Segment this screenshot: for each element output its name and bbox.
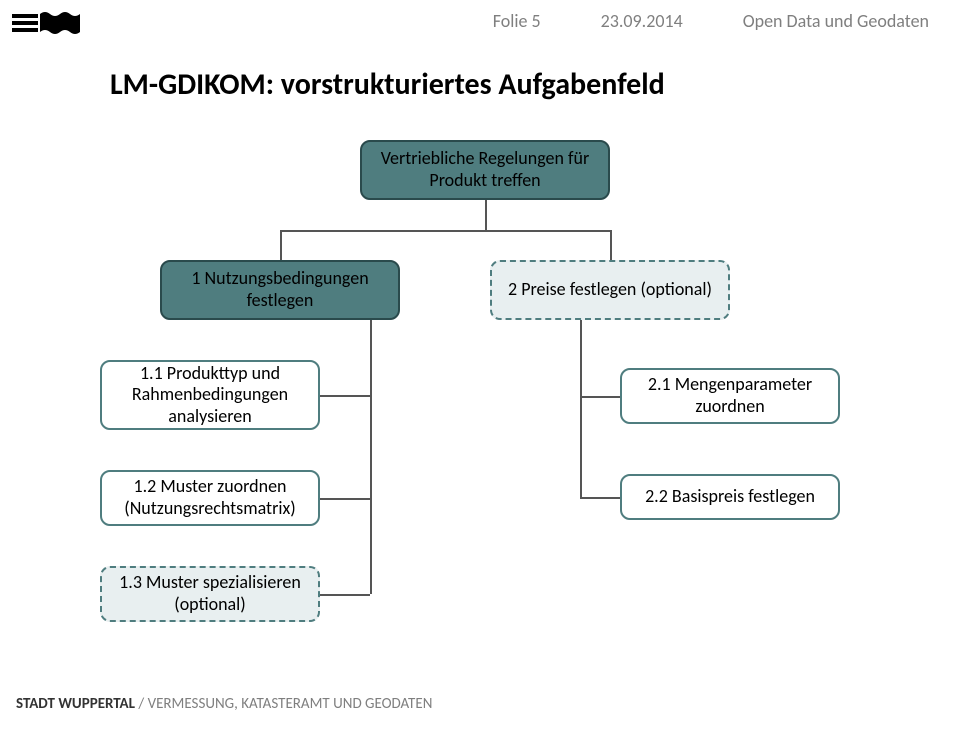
connector-line [320,498,370,500]
diagram-node: 2.2 Basispreis festlegen [620,474,840,520]
connector-line [485,200,487,230]
diagram-node: 1.1 Produkttyp und Rahmenbedingungen ana… [100,360,320,430]
connector-line [370,320,372,594]
connector-line [280,230,282,260]
footer: STADT WUPPERTAL / VERMESSUNG, KATASTERAM… [16,695,432,713]
slide-date: 23.09.2014 [601,10,683,32]
connector-line [580,396,620,398]
diagram-node: 2 Preise festlegen (optional) [490,260,730,320]
connector-line [580,497,620,499]
wuppertal-logo [12,8,82,43]
diagram-node: 1.2 Muster zuordnen (Nutzungsrechtsmatri… [100,470,320,526]
diagram-node: 1 Nutzungsbedingungen festlegen [160,260,400,320]
slide-topic: Open Data und Geodaten [743,10,929,32]
connector-line [320,594,370,596]
connector-line [580,320,582,497]
connector-line [610,230,612,260]
diagram-node: Vertriebliche Regelungen für Produkt tre… [360,140,610,200]
diagram-node: 1.3 Muster spezialisieren (optional) [100,566,320,622]
footer-dept: / VERMESSUNG, KATASTERAMT UND GEODATEN [135,695,432,713]
diagram-node: 2.1 Mengenparameter zuordnen [620,368,840,424]
connector-line [320,395,370,397]
footer-org: STADT WUPPERTAL [16,695,135,713]
connector-line [280,230,610,232]
org-diagram: Vertriebliche Regelungen für Produkt tre… [0,130,959,650]
slide-number: Folie 5 [493,10,541,32]
page-title: LM-GDIKOM: vorstrukturiertes Aufgabenfel… [110,66,665,103]
header-meta: Folie 5 23.09.2014 Open Data und Geodate… [493,10,929,32]
